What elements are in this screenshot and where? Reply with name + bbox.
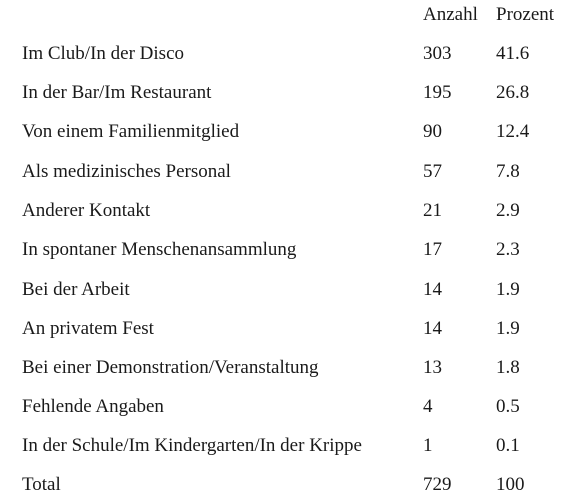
- row-count: 21: [423, 200, 442, 221]
- row-label: An privatem Fest: [22, 318, 154, 339]
- table-row: Im Club/In der Disco 303 41.6: [0, 39, 570, 69]
- row-count: 4: [423, 396, 433, 417]
- table-row: An privatem Fest 14 1.9: [0, 314, 570, 344]
- table-row: In der Schule/Im Kindergarten/In der Kri…: [0, 431, 570, 461]
- row-percent: 2.3: [496, 239, 520, 260]
- row-percent: 12.4: [496, 121, 530, 142]
- row-label: Von einem Familienmitglied: [22, 121, 240, 142]
- row-count: 1: [423, 435, 433, 456]
- header-count: Anzahl: [423, 4, 478, 25]
- row-label: In der Schule/Im Kindergarten/In der Kri…: [22, 435, 362, 456]
- row-percent: 1.8: [496, 357, 520, 378]
- row-percent: 1.9: [496, 279, 520, 300]
- table-row: Als medizinisches Personal 57 7.8: [0, 157, 570, 187]
- row-count: 14: [423, 279, 442, 300]
- row-percent: 0.1: [496, 435, 520, 456]
- row-count: 14: [423, 318, 442, 339]
- row-count: 90: [423, 121, 442, 142]
- row-label: Als medizinisches Personal: [22, 161, 231, 182]
- row-label: In spontaner Menschenansammlung: [22, 239, 297, 260]
- row-count: 303: [423, 43, 452, 64]
- row-percent: 0.5: [496, 396, 520, 417]
- table-row: In der Bar/Im Restaurant 195 26.8: [0, 78, 570, 108]
- row-count: 17: [423, 239, 442, 260]
- row-label: Bei der Arbeit: [22, 279, 130, 300]
- row-percent: 1.9: [496, 318, 520, 339]
- row-label: Total: [22, 474, 61, 495]
- table-row: In spontaner Menschenansammlung 17 2.3: [0, 235, 570, 265]
- table-row: Bei der Arbeit 14 1.9: [0, 275, 570, 305]
- row-percent: 100: [496, 474, 525, 495]
- table-row: Bei einer Demonstration/Veranstaltung 13…: [0, 353, 570, 383]
- row-label: Fehlende Angaben: [22, 396, 164, 417]
- table-row: Von einem Familienmitglied 90 12.4: [0, 117, 570, 147]
- table-row: Fehlende Angaben 4 0.5: [0, 392, 570, 422]
- table-row: Anderer Kontakt 21 2.9: [0, 196, 570, 226]
- row-count: 13: [423, 357, 442, 378]
- table-row-total: Total 729 100: [0, 470, 570, 500]
- row-count: 729: [423, 474, 452, 495]
- row-label: Anderer Kontakt: [22, 200, 151, 221]
- row-label: Bei einer Demonstration/Veranstaltung: [22, 357, 319, 378]
- row-percent: 26.8: [496, 82, 530, 103]
- row-percent: 41.6: [496, 43, 530, 64]
- row-label: Im Club/In der Disco: [22, 43, 185, 64]
- row-count: 57: [423, 161, 442, 182]
- row-count: 195: [423, 82, 452, 103]
- row-percent: 7.8: [496, 161, 520, 182]
- table-header: Anzahl Prozent: [0, 4, 570, 30]
- header-percent: Prozent: [496, 4, 555, 25]
- row-label: In der Bar/Im Restaurant: [22, 82, 212, 103]
- row-percent: 2.9: [496, 200, 520, 221]
